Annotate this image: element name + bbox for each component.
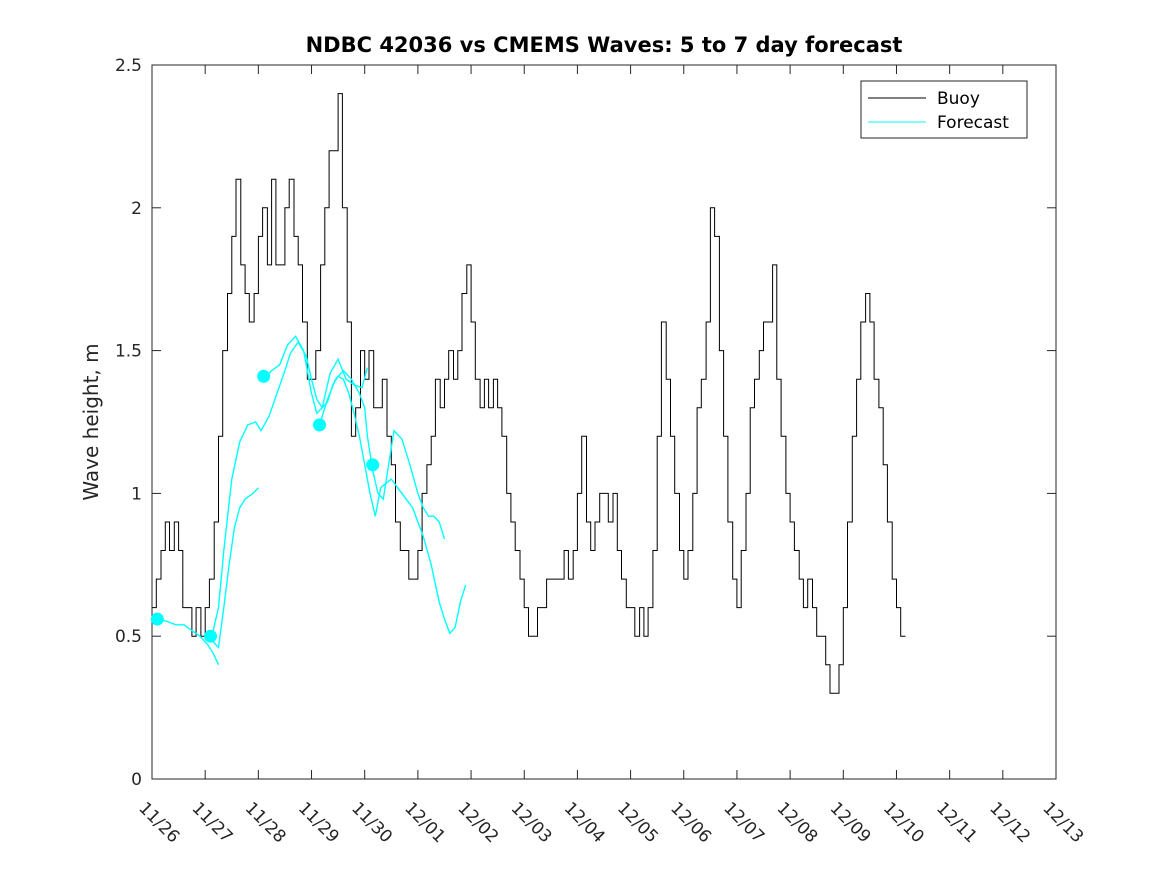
forecast-line: [261, 335, 369, 415]
x-tick-label: 11/30: [347, 798, 396, 847]
x-tick-label: 12/01: [400, 798, 449, 847]
forecast-marker: [366, 458, 380, 472]
x-tick-label: 12/02: [454, 798, 503, 847]
y-tick-labels: 0 0.5 1 1.5 2 2.5: [115, 56, 142, 790]
y-tick-label: 1.5: [115, 342, 142, 362]
axis-ticks: [151, 64, 1057, 780]
forecast-line: [154, 618, 220, 666]
buoy-line: [152, 93, 906, 694]
y-tick-label: 2.5: [115, 56, 142, 76]
legend-forecast-label: Forecast: [937, 113, 1009, 133]
x-tick-label: 11/29: [294, 798, 343, 847]
x-tick-label: 12/07: [719, 798, 768, 847]
legend-box: [860, 80, 1028, 139]
forecast-marker: [203, 629, 217, 643]
x-tick-label: 12/12: [985, 798, 1034, 847]
plot-area: [151, 64, 1057, 780]
y-tick-label: 1: [131, 484, 142, 504]
forecast-marker: [257, 369, 271, 383]
x-tick-label: 11/28: [241, 798, 290, 847]
y-axis-label: Wave height, m: [79, 343, 103, 500]
x-tick-label: 11/26: [134, 798, 183, 847]
legend-buoy-label: Buoy: [937, 89, 980, 109]
x-tick-label: 12/13: [1038, 798, 1087, 847]
legend: Buoy Forecast: [860, 80, 1028, 139]
x-tick-label: 11/27: [188, 798, 237, 847]
chart-title: NDBC 42036 vs CMEMS Waves: 5 to 7 day fo…: [306, 33, 903, 57]
x-tick-label: 12/04: [560, 798, 609, 847]
x-tick-labels: 11/26 11/27 11/28 11/29 11/30 12/01 12/02 12/03…: [134, 798, 1087, 847]
x-tick-label: 12/03: [507, 798, 556, 847]
y-tick-label: 2: [131, 199, 142, 219]
y-tick-label: 0.5: [115, 627, 142, 647]
x-tick-label: 12/05: [613, 798, 662, 847]
x-tick-label: 12/08: [773, 798, 822, 847]
x-tick-label: 12/09: [826, 798, 875, 847]
y-tick-label: 0: [131, 770, 142, 790]
forecast-line: [318, 369, 446, 540]
x-tick-label: 12/11: [932, 798, 981, 847]
forecast-marker: [150, 612, 164, 626]
forecast-line: [207, 487, 259, 650]
series-layer: [150, 93, 906, 694]
forecast-marker: [313, 418, 327, 432]
x-tick-label: 12/06: [666, 798, 715, 847]
x-tick-label: 12/10: [879, 798, 928, 847]
